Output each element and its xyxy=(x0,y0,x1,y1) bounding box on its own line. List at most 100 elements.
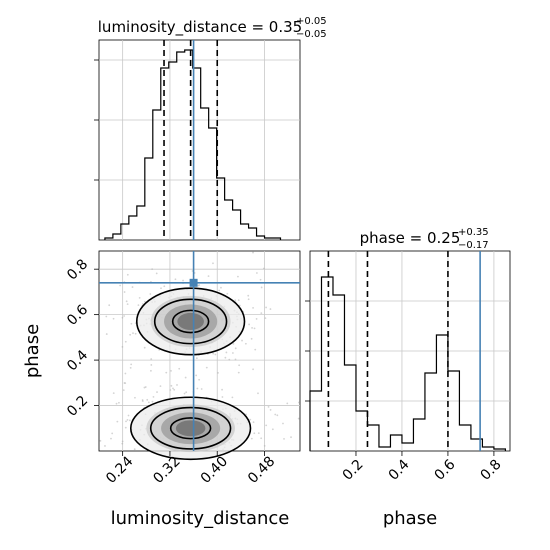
scatter-point xyxy=(195,374,198,377)
scatter-point xyxy=(125,420,127,423)
title-luminosity-lower: −0.05 xyxy=(296,29,327,40)
scatter-point xyxy=(271,428,274,431)
scatter-point xyxy=(207,275,210,278)
scatter-point xyxy=(121,345,124,348)
scatter-point xyxy=(115,402,118,405)
scatter-point xyxy=(282,422,284,425)
scatter-point xyxy=(121,316,124,319)
scatter-point xyxy=(224,356,227,359)
scatter-point xyxy=(150,358,153,360)
scatter-point xyxy=(159,385,162,388)
scatter-point xyxy=(184,376,187,379)
title-luminosity-upper: +0.05 xyxy=(296,16,327,27)
title-phase: phase = 0.25 xyxy=(360,229,461,247)
scatter-point xyxy=(262,267,265,270)
scatter-point xyxy=(151,268,154,271)
scatter-point xyxy=(257,432,260,435)
scatter-point xyxy=(259,278,262,281)
scatter-point xyxy=(198,378,201,381)
scatter-point xyxy=(110,437,112,440)
scatter-point xyxy=(130,363,133,366)
scatter-point xyxy=(196,387,199,390)
scatter-point xyxy=(250,437,253,440)
scatter-point xyxy=(248,323,251,326)
scatter-point xyxy=(252,251,254,254)
scatter-point xyxy=(123,315,126,317)
scatter-point xyxy=(260,286,263,289)
scatter-point xyxy=(149,293,152,295)
histogram-top-left xyxy=(94,40,300,240)
scatter-point xyxy=(133,448,136,451)
scatter-point xyxy=(247,294,250,297)
scatter-point xyxy=(214,353,217,356)
scatter-point xyxy=(138,296,141,299)
scatter-point xyxy=(134,332,137,335)
scatter-point xyxy=(116,420,119,423)
contour-line xyxy=(169,417,212,440)
scatter-point xyxy=(143,346,146,349)
contour-xtick-label: 0.24 xyxy=(103,453,136,486)
right-hist-step xyxy=(309,276,507,451)
scatter-point xyxy=(126,303,129,305)
scatter-point xyxy=(283,438,285,440)
scatter-point xyxy=(178,367,181,370)
scatter-point xyxy=(231,352,234,354)
scatter-point xyxy=(234,347,237,350)
contour-line xyxy=(129,396,252,461)
scatter-point xyxy=(197,284,200,287)
scatter-point xyxy=(232,342,235,345)
contour-line xyxy=(153,298,228,345)
scatter-point xyxy=(129,366,132,369)
scatter-point xyxy=(231,396,234,399)
scatter-point xyxy=(297,417,300,420)
scatter-point xyxy=(127,414,130,417)
scatter-point xyxy=(150,369,152,372)
scatter-point xyxy=(298,401,300,404)
scatter-point xyxy=(263,444,266,447)
scatter-point xyxy=(152,395,155,398)
scatter-point xyxy=(121,440,124,443)
scatter-point xyxy=(169,389,172,391)
scatter-point xyxy=(126,419,129,421)
scatter-point xyxy=(260,437,263,440)
y-ticks-bottom-left: 0.2 0.4 0.6 0.8 xyxy=(64,256,99,420)
contour-ytick-label: 0.6 xyxy=(64,302,91,329)
scatter-point xyxy=(238,364,241,367)
contour-ytick-label: 0.2 xyxy=(64,393,91,420)
contour-ytick-label: 0.4 xyxy=(64,347,91,374)
contour-line xyxy=(149,406,232,450)
scatter-point xyxy=(290,436,292,439)
scatter-point xyxy=(265,424,268,427)
scatter-point xyxy=(220,286,222,289)
scatter-point xyxy=(151,400,154,403)
right-xtick-label: 0.2 xyxy=(340,457,367,484)
scatter-point xyxy=(121,442,124,445)
scatter-point xyxy=(129,333,132,336)
scatter-point xyxy=(265,306,267,309)
scatter-point xyxy=(237,371,240,374)
scatter-point xyxy=(234,299,237,302)
scatter-point xyxy=(112,317,115,320)
scatter-point xyxy=(105,333,108,335)
xlabel-phase: phase xyxy=(383,508,437,529)
contour-ytick-label: 0.8 xyxy=(64,256,91,283)
scatter-point xyxy=(195,357,198,360)
right-xtick-label: 0.4 xyxy=(386,457,413,484)
scatter-point xyxy=(172,387,174,390)
contour-line xyxy=(135,287,246,356)
scatter-point xyxy=(212,262,214,265)
scatter-point xyxy=(128,419,131,422)
scatter-point xyxy=(173,388,176,391)
scatter-point xyxy=(217,371,219,374)
title-phase-upper: +0.35 xyxy=(458,227,489,238)
scatter-point xyxy=(143,300,146,303)
title-phase-lower: −0.17 xyxy=(458,240,489,251)
scatter-point xyxy=(234,358,237,361)
scatter-point xyxy=(99,439,102,442)
scatter-point xyxy=(155,272,158,275)
scatter-point xyxy=(165,371,168,374)
scatter-point xyxy=(253,327,256,330)
contour-bottom-left xyxy=(99,251,300,461)
scatter-point xyxy=(122,389,125,392)
scatter-point xyxy=(252,368,254,371)
